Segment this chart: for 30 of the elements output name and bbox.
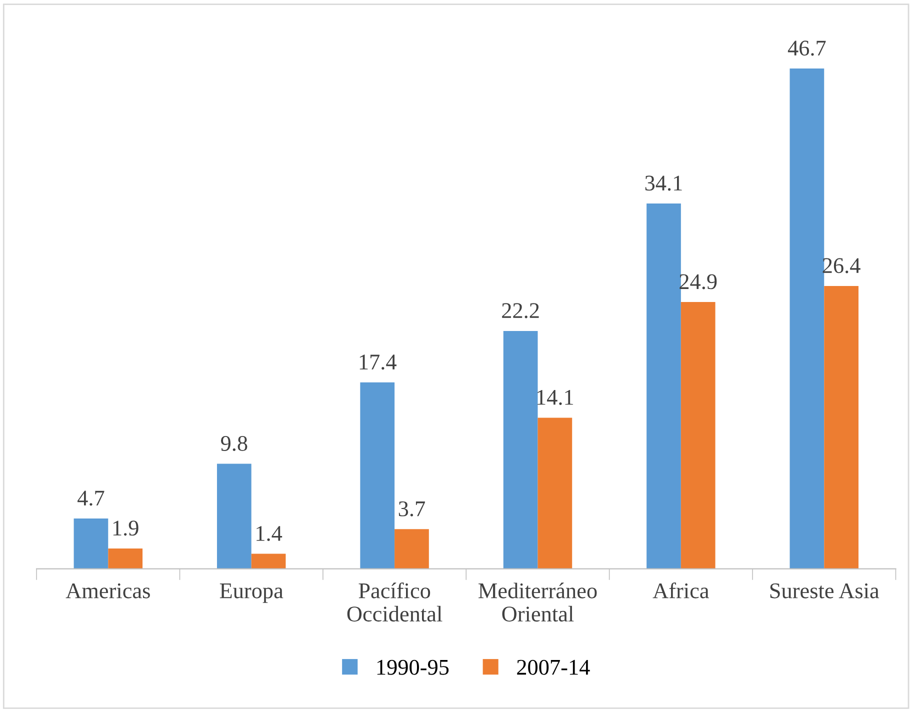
bar — [646, 203, 681, 569]
legend-label: 2007-14 — [517, 660, 590, 675]
data-label: 3.7 — [398, 501, 425, 516]
bar — [824, 286, 858, 569]
bar — [790, 68, 824, 569]
data-label: 1.4 — [256, 526, 282, 542]
data-label: 17.4 — [360, 354, 396, 370]
data-label: 1.9 — [113, 520, 138, 536]
bar — [216, 464, 252, 569]
data-label: 4.7 — [78, 490, 104, 506]
bar — [680, 302, 716, 569]
data-label: 46.7 — [788, 40, 826, 56]
bar — [108, 548, 143, 569]
x-tick-label: Pacífico Occidental — [347, 582, 442, 622]
x-tick-label: Sureste Asia — [770, 583, 880, 598]
x-tick-label: Africa — [652, 582, 709, 598]
bar — [394, 529, 429, 569]
x-tick-label: Americas — [66, 583, 150, 598]
bar — [74, 518, 108, 569]
x-tick-label: Europa — [220, 584, 284, 603]
data-label: 9.8 — [220, 436, 248, 452]
x-tick-label: Mediterráneo Oriental — [478, 582, 597, 622]
bar — [251, 554, 286, 569]
data-label: 22.2 — [502, 303, 539, 318]
bar — [538, 418, 572, 569]
data-label: 14.1 — [537, 390, 574, 405]
bar — [503, 330, 538, 569]
bar — [360, 382, 395, 569]
data-label: 34.1 — [645, 176, 682, 191]
legend-label: 1990-95 — [377, 660, 449, 675]
